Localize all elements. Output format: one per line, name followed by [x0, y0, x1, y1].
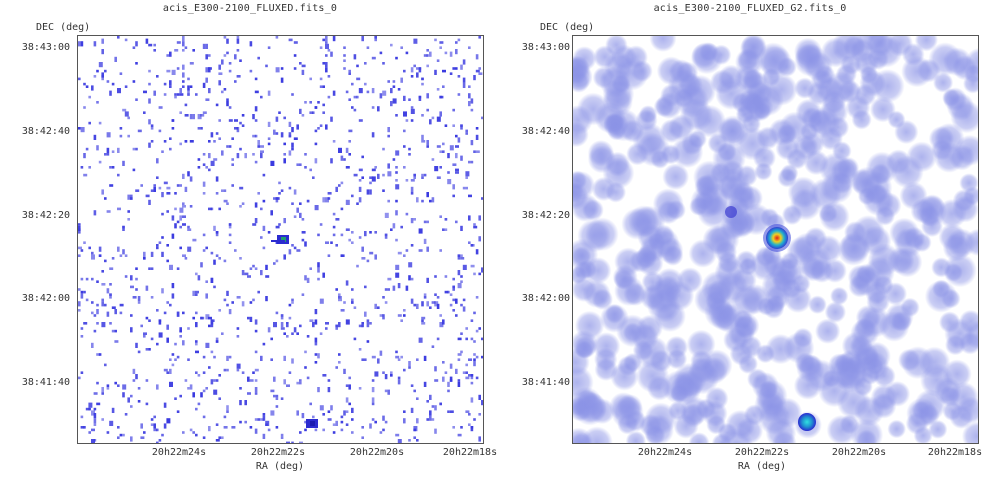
- x-tick-label: 20h22m20s: [349, 447, 405, 458]
- x-tick-label: 20h22m20s: [831, 447, 887, 458]
- x-tick-label: 20h22m22s: [734, 447, 790, 458]
- y-tick-label: 38:42:20: [521, 210, 570, 221]
- panel-title: acis_E300-2100_FLUXED_G2.fits_0: [653, 3, 847, 14]
- y-axis-label: DEC (deg): [36, 22, 91, 33]
- x-tick-label: 20h22m24s: [637, 447, 693, 458]
- y-tick-label: 38:41:40: [21, 377, 70, 388]
- x-axis-label: RA (deg): [255, 461, 305, 472]
- image-panel-right: acis_E300-2100_FLUXED_G2.fits_0 DEC (deg…: [500, 0, 1000, 479]
- y-tick-label: 38:42:40: [521, 126, 570, 137]
- x-axis-label: RA (deg): [737, 461, 787, 472]
- event-map: [78, 36, 483, 443]
- image-canvas[interactable]: [77, 35, 484, 444]
- image-canvas[interactable]: [572, 35, 979, 444]
- panel-title: acis_E300-2100_FLUXED.fits_0: [162, 3, 338, 14]
- y-tick-label: 38:43:00: [521, 42, 570, 53]
- y-axis-label: DEC (deg): [540, 22, 595, 33]
- x-tick-label: 20h22m18s: [927, 447, 983, 458]
- y-tick-label: 38:42:20: [21, 210, 70, 221]
- x-tick-label: 20h22m18s: [442, 447, 498, 458]
- y-tick-label: 38:42:00: [521, 293, 570, 304]
- y-tick-label: 38:43:00: [21, 42, 70, 53]
- y-tick-label: 38:42:00: [21, 293, 70, 304]
- smoothed-map: [573, 36, 978, 443]
- y-tick-label: 38:41:40: [521, 377, 570, 388]
- x-tick-label: 20h22m22s: [250, 447, 306, 458]
- x-tick-label: 20h22m24s: [151, 447, 207, 458]
- image-panel-left: acis_E300-2100_FLUXED.fits_0 DEC (deg) 3…: [21, 3, 498, 472]
- y-tick-label: 38:42:40: [21, 126, 70, 137]
